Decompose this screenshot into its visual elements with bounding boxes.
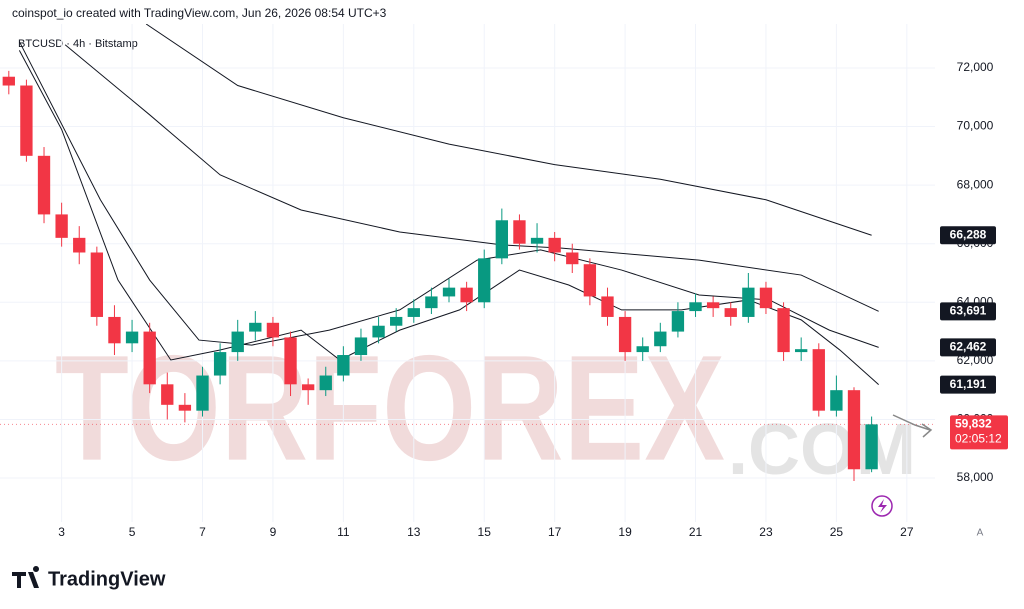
tv-logo — [12, 566, 40, 588]
candle-body — [161, 384, 174, 405]
candle-body — [865, 424, 878, 470]
candle-body — [143, 331, 156, 385]
candle-body — [178, 404, 192, 411]
brand: TradingView — [48, 568, 166, 590]
x-tick-label: 7 — [199, 525, 206, 539]
candle-body — [319, 375, 332, 391]
x-tick-label: 15 — [478, 525, 492, 539]
price-label-box — [940, 302, 996, 321]
candle-body — [530, 237, 544, 244]
candle-body — [618, 316, 632, 353]
attribution: coinspot_io created with TradingView.com… — [12, 6, 387, 20]
price-label-box — [940, 375, 996, 394]
candle-body — [337, 355, 350, 376]
candle-body — [249, 322, 262, 332]
x-tick-label: 19 — [618, 525, 632, 539]
candle-body — [636, 346, 649, 353]
candle-body — [601, 296, 614, 317]
x-tick-label: 13 — [407, 525, 421, 539]
candle-body — [759, 287, 773, 309]
candle-body — [671, 311, 685, 332]
watermark: TORFOREX — [55, 324, 725, 492]
candle-body — [795, 349, 808, 353]
candle-body — [407, 308, 420, 317]
candle-body — [566, 252, 579, 265]
candle-body — [830, 390, 843, 411]
candle-body — [583, 264, 597, 297]
x-tick-label: 17 — [548, 525, 562, 539]
moving-average — [64, 44, 879, 312]
x-tick-label: 27 — [900, 525, 914, 539]
price-label: 61,191 — [950, 377, 987, 391]
x-tick-label: 3 — [58, 525, 65, 539]
candle-body — [108, 316, 121, 344]
candle-body — [425, 296, 438, 309]
candle-body — [125, 331, 139, 344]
candle-body — [847, 390, 861, 470]
symbol: BTCUSD · 4h · Bitstamp — [18, 38, 138, 50]
y-tick-label: 70,000 — [957, 119, 994, 133]
candle-body — [390, 316, 403, 326]
candle-body — [548, 237, 561, 253]
price-label-box — [940, 338, 996, 357]
lightning-icon[interactable] — [871, 495, 893, 517]
candle-body — [812, 349, 825, 411]
candle-body — [37, 155, 51, 215]
price-label: 63,691 — [950, 304, 987, 318]
candle-body — [724, 308, 737, 317]
candle-body — [284, 337, 297, 385]
lightning-bolt — [878, 499, 887, 513]
y-tick-label: 62,000 — [957, 353, 994, 367]
candle-body — [442, 287, 456, 297]
countdown: 02:05:12 — [955, 432, 1002, 446]
candle-body — [460, 287, 473, 303]
moving-average — [145, 24, 872, 236]
candle-body — [654, 331, 667, 347]
y-tick-label: 58,000 — [957, 470, 994, 484]
x-tick-label: 11 — [337, 525, 350, 539]
last-price-label: 59,832 — [955, 417, 992, 431]
candle-body — [354, 337, 368, 356]
candle-body — [55, 214, 68, 238]
x-tick-label: 9 — [270, 525, 277, 539]
candle-body — [73, 237, 86, 253]
price-label: 66,288 — [950, 227, 987, 241]
candle-body — [513, 220, 526, 244]
last-price-box — [950, 415, 1008, 450]
candle-body — [301, 384, 315, 391]
candle-body — [372, 325, 385, 338]
candle-body — [689, 302, 702, 312]
candle-body — [266, 322, 280, 338]
x-tick-label: 21 — [689, 525, 703, 539]
candle-body — [495, 220, 508, 259]
y-tick-label: 72,000 — [957, 60, 994, 74]
candle-body — [777, 308, 790, 353]
x-tick-label: 5 — [129, 525, 136, 539]
candle-body — [213, 352, 227, 376]
projection-arrow — [892, 414, 933, 438]
price-label-box — [940, 226, 996, 245]
candle-body — [20, 85, 33, 156]
watermark-suffix: .COM — [728, 410, 916, 490]
x-tick-label: 23 — [759, 525, 773, 539]
candle-body — [90, 252, 104, 317]
moving-average — [18, 41, 879, 348]
candle-body — [706, 302, 720, 309]
auto-scale-button[interactable]: A — [977, 528, 984, 539]
y-tick-label: 68,000 — [957, 177, 994, 191]
candle-body — [231, 331, 244, 353]
candle-body — [742, 287, 755, 317]
candle-body — [2, 76, 15, 86]
candle-body — [478, 258, 491, 303]
candle-body — [196, 375, 209, 411]
price-label: 62,462 — [950, 340, 987, 354]
x-tick-label: 25 — [830, 525, 844, 539]
